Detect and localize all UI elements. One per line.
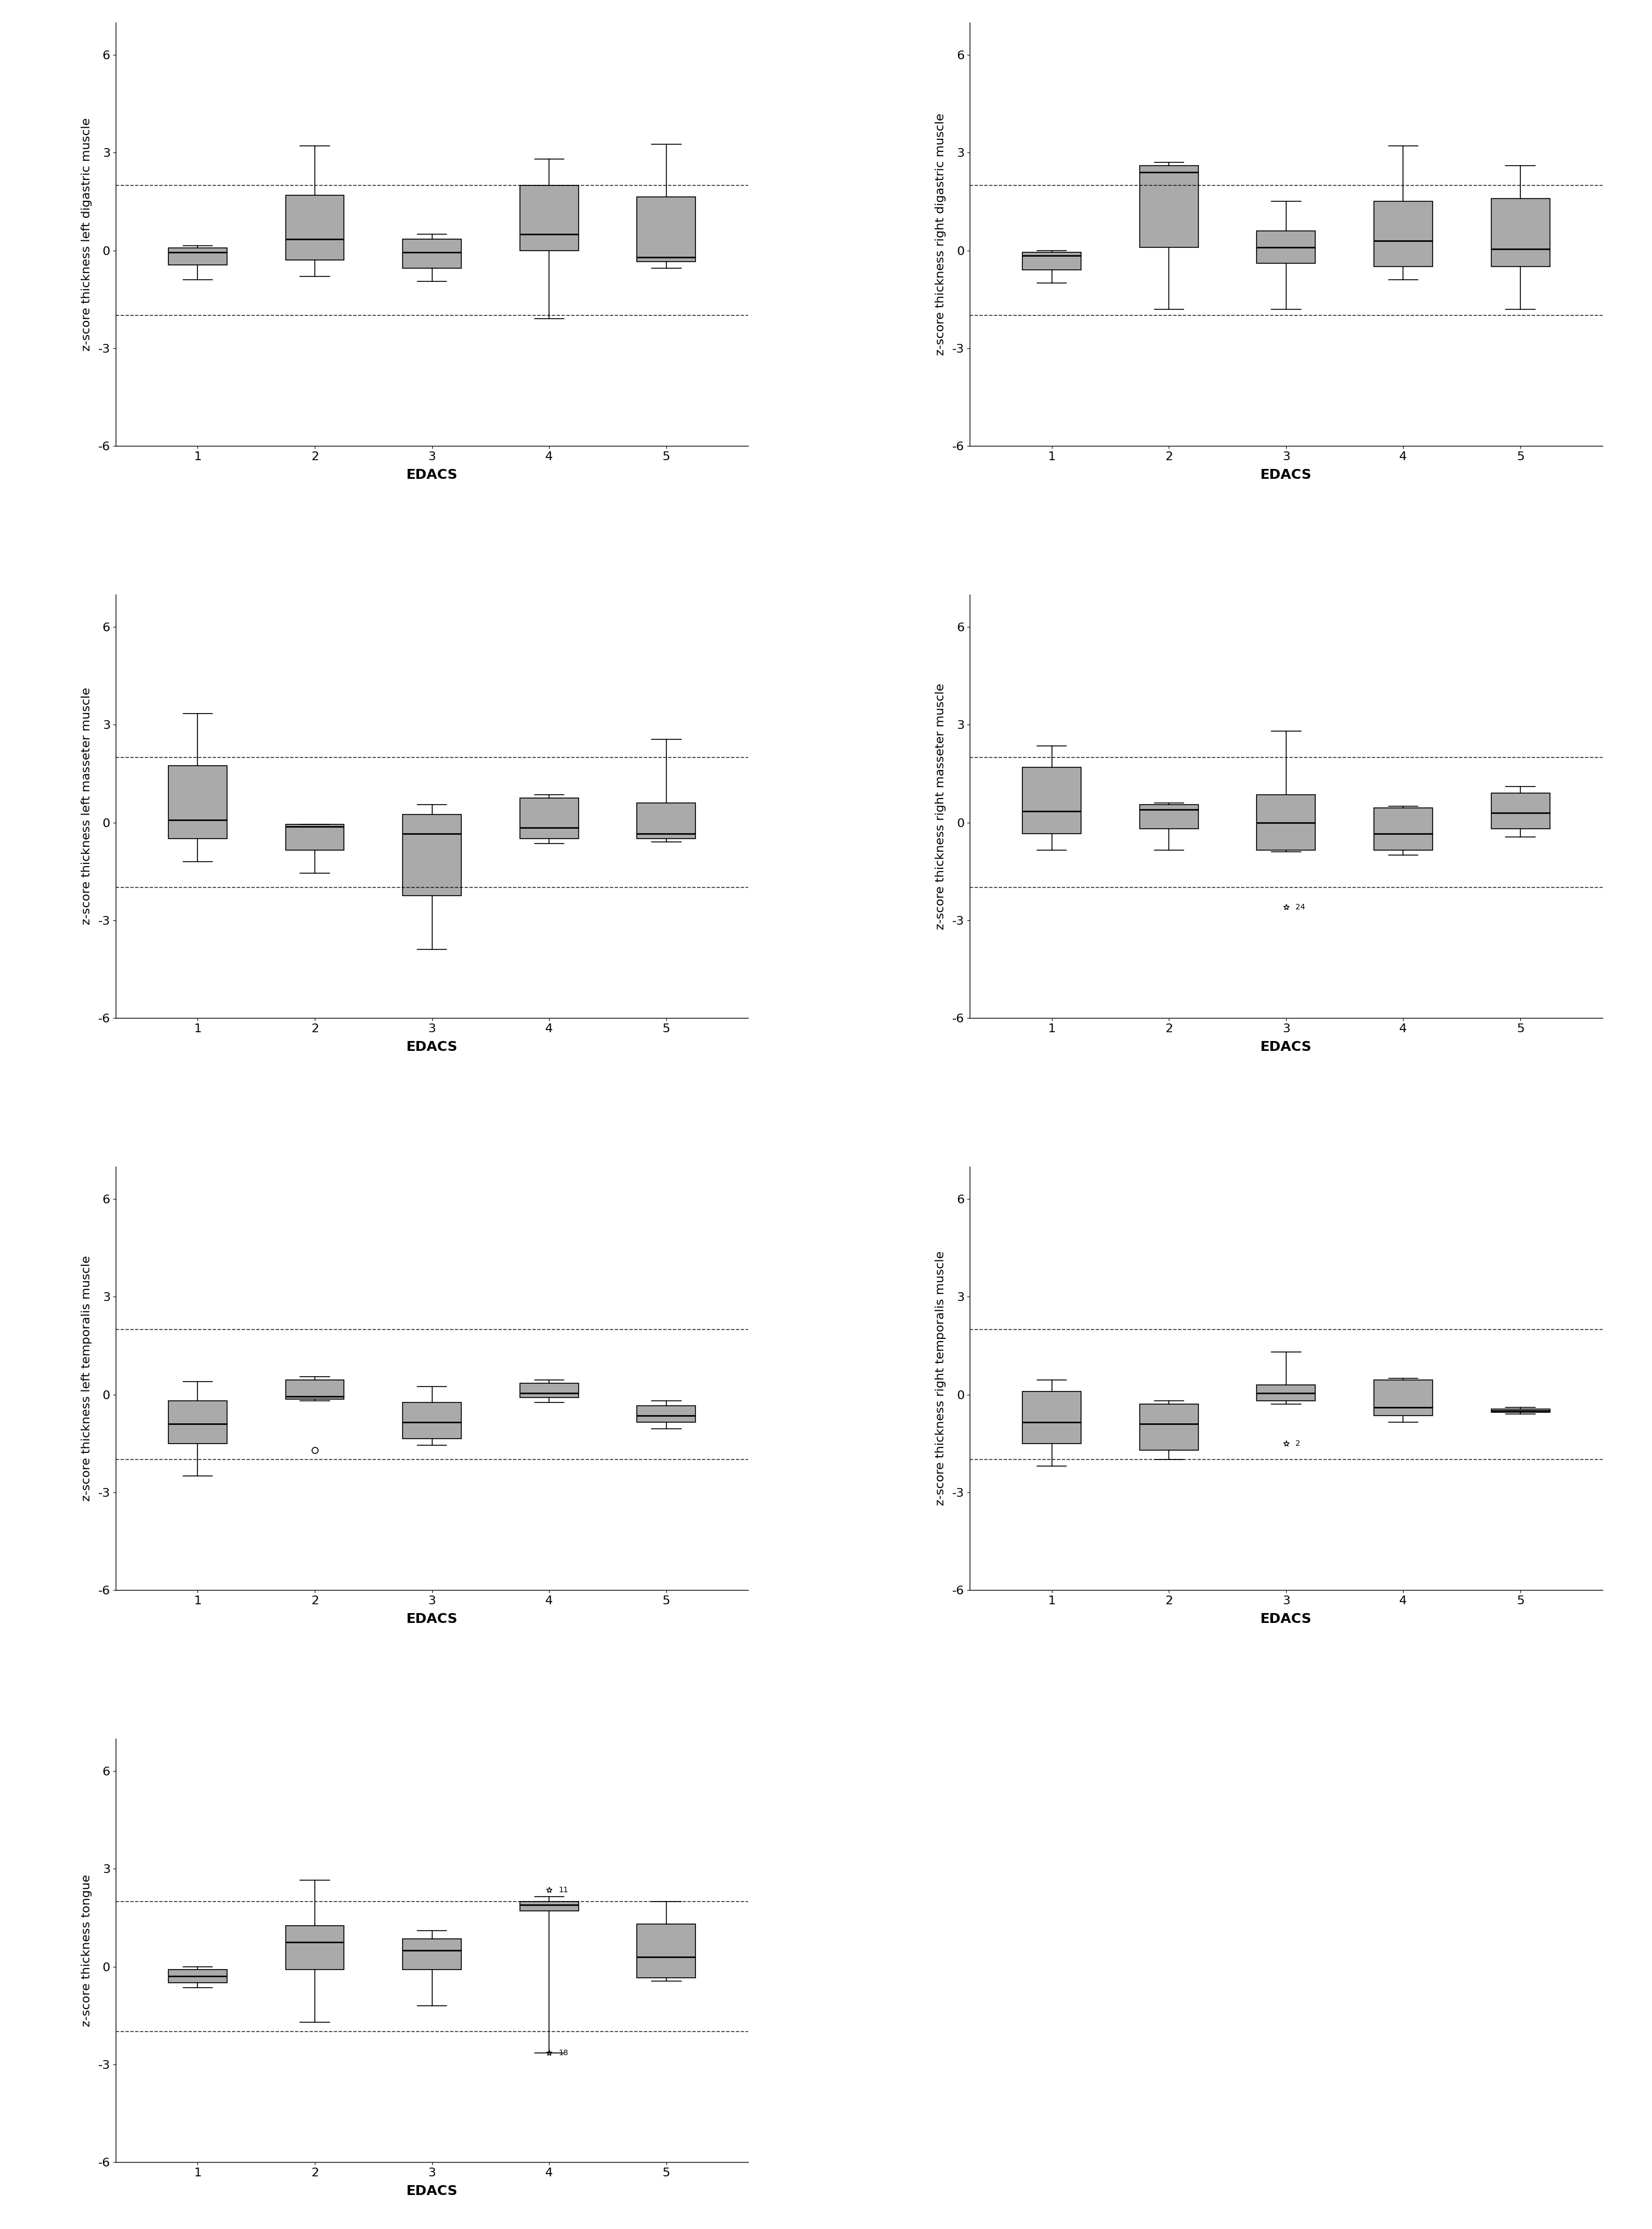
- FancyBboxPatch shape: [169, 1402, 226, 1444]
- Y-axis label: z-score thickness right digastric muscle: z-score thickness right digastric muscle: [935, 114, 947, 354]
- X-axis label: EDACS: EDACS: [1260, 1612, 1312, 1625]
- Y-axis label: z-score thickness left temporalis muscle: z-score thickness left temporalis muscle: [81, 1255, 93, 1500]
- X-axis label: EDACS: EDACS: [406, 2184, 458, 2198]
- X-axis label: EDACS: EDACS: [1260, 468, 1312, 481]
- FancyBboxPatch shape: [638, 1924, 695, 1977]
- X-axis label: EDACS: EDACS: [406, 1612, 458, 1625]
- Y-axis label: z-score thickness right temporalis muscle: z-score thickness right temporalis muscl…: [935, 1250, 947, 1505]
- FancyBboxPatch shape: [1023, 252, 1080, 270]
- FancyBboxPatch shape: [1492, 198, 1550, 267]
- FancyBboxPatch shape: [520, 1901, 578, 1910]
- X-axis label: EDACS: EDACS: [1260, 1041, 1312, 1054]
- FancyBboxPatch shape: [1257, 1384, 1315, 1402]
- FancyBboxPatch shape: [1257, 796, 1315, 849]
- FancyBboxPatch shape: [169, 765, 226, 838]
- FancyBboxPatch shape: [169, 247, 226, 265]
- FancyBboxPatch shape: [1374, 807, 1432, 849]
- X-axis label: EDACS: EDACS: [406, 1041, 458, 1054]
- FancyBboxPatch shape: [1374, 1380, 1432, 1415]
- FancyBboxPatch shape: [1140, 805, 1198, 829]
- Y-axis label: z-score thickness right masseter muscle: z-score thickness right masseter muscle: [935, 682, 947, 929]
- FancyBboxPatch shape: [403, 1402, 461, 1438]
- FancyBboxPatch shape: [1374, 201, 1432, 267]
- FancyBboxPatch shape: [1492, 794, 1550, 829]
- Text: 24: 24: [1295, 903, 1305, 912]
- FancyBboxPatch shape: [286, 196, 344, 261]
- FancyBboxPatch shape: [1140, 1404, 1198, 1449]
- FancyBboxPatch shape: [286, 1380, 344, 1400]
- FancyBboxPatch shape: [1023, 767, 1080, 834]
- FancyBboxPatch shape: [1023, 1391, 1080, 1444]
- FancyBboxPatch shape: [403, 1939, 461, 1970]
- FancyBboxPatch shape: [1140, 165, 1198, 247]
- FancyBboxPatch shape: [520, 185, 578, 250]
- Text: 2: 2: [1295, 1440, 1300, 1447]
- FancyBboxPatch shape: [403, 239, 461, 267]
- FancyBboxPatch shape: [286, 1926, 344, 1970]
- FancyBboxPatch shape: [1492, 1409, 1550, 1413]
- FancyBboxPatch shape: [638, 1406, 695, 1422]
- FancyBboxPatch shape: [403, 814, 461, 896]
- Y-axis label: z-score thickness left masseter muscle: z-score thickness left masseter muscle: [81, 687, 93, 925]
- FancyBboxPatch shape: [520, 798, 578, 838]
- FancyBboxPatch shape: [520, 1384, 578, 1398]
- FancyBboxPatch shape: [286, 825, 344, 849]
- X-axis label: EDACS: EDACS: [406, 468, 458, 481]
- Y-axis label: z-score thickness left digastric muscle: z-score thickness left digastric muscle: [81, 118, 93, 350]
- FancyBboxPatch shape: [169, 1970, 226, 1984]
- Text: 18: 18: [558, 2048, 568, 2057]
- FancyBboxPatch shape: [638, 196, 695, 261]
- FancyBboxPatch shape: [1257, 232, 1315, 263]
- FancyBboxPatch shape: [638, 802, 695, 838]
- Y-axis label: z-score thickness tongue: z-score thickness tongue: [81, 1875, 93, 2026]
- Text: 11: 11: [558, 1886, 568, 1895]
